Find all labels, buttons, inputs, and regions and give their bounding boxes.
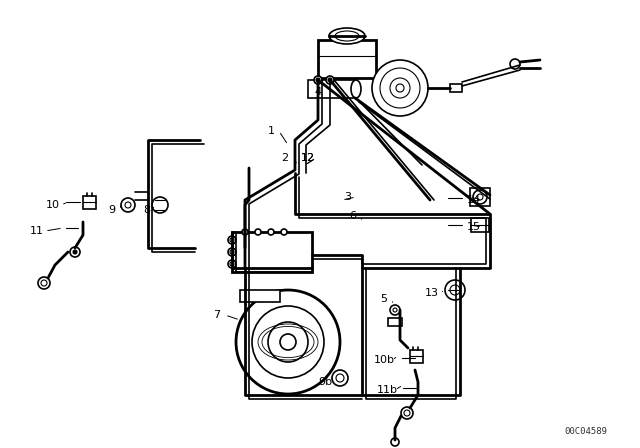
Circle shape <box>73 250 77 254</box>
Bar <box>240 290 280 302</box>
Bar <box>308 80 356 98</box>
Circle shape <box>70 247 80 257</box>
Circle shape <box>390 305 400 315</box>
Bar <box>470 188 490 206</box>
Bar <box>232 232 312 272</box>
Text: 00C04589: 00C04589 <box>564 427 607 436</box>
Circle shape <box>268 322 308 362</box>
Circle shape <box>328 78 332 82</box>
Circle shape <box>390 78 410 98</box>
Bar <box>83 196 96 209</box>
Text: 10b: 10b <box>374 355 394 365</box>
Circle shape <box>228 248 236 256</box>
Circle shape <box>281 229 287 235</box>
Bar <box>318 40 376 78</box>
Circle shape <box>255 229 261 235</box>
Text: 13: 13 <box>425 288 439 298</box>
Bar <box>450 84 462 92</box>
Text: 12: 12 <box>301 153 315 163</box>
Ellipse shape <box>335 31 359 41</box>
Text: 2: 2 <box>282 153 289 163</box>
Text: 15: 15 <box>467 222 481 232</box>
Text: 8: 8 <box>143 205 150 215</box>
Circle shape <box>242 229 248 235</box>
Text: 1: 1 <box>268 126 275 136</box>
Circle shape <box>510 59 520 69</box>
Circle shape <box>236 290 340 394</box>
Circle shape <box>391 438 399 446</box>
Circle shape <box>280 334 296 350</box>
Text: 14: 14 <box>467 195 481 205</box>
Text: 4: 4 <box>314 87 321 97</box>
Text: 11b: 11b <box>376 385 397 395</box>
Text: 7: 7 <box>213 310 221 320</box>
Circle shape <box>121 198 135 212</box>
Text: 10: 10 <box>46 200 60 210</box>
Circle shape <box>152 197 168 213</box>
Circle shape <box>326 76 334 84</box>
Circle shape <box>316 78 320 82</box>
Circle shape <box>396 84 404 92</box>
Circle shape <box>473 190 487 204</box>
Bar <box>410 350 423 363</box>
Text: 5: 5 <box>381 294 387 304</box>
Circle shape <box>228 236 236 244</box>
Bar <box>388 318 402 326</box>
Circle shape <box>372 60 428 116</box>
Circle shape <box>314 76 322 84</box>
Circle shape <box>252 306 324 378</box>
Bar <box>471 218 489 232</box>
Text: 9b: 9b <box>318 377 332 387</box>
Circle shape <box>228 260 236 268</box>
Text: 6: 6 <box>349 211 356 221</box>
Text: 12: 12 <box>301 153 315 163</box>
Circle shape <box>401 407 413 419</box>
Ellipse shape <box>351 80 361 98</box>
Circle shape <box>445 280 465 300</box>
Circle shape <box>332 370 348 386</box>
Text: 11: 11 <box>30 226 44 236</box>
Text: 3: 3 <box>344 192 351 202</box>
Circle shape <box>38 277 50 289</box>
Circle shape <box>268 229 274 235</box>
Text: 9: 9 <box>108 205 116 215</box>
Circle shape <box>380 68 420 108</box>
Ellipse shape <box>329 28 365 44</box>
